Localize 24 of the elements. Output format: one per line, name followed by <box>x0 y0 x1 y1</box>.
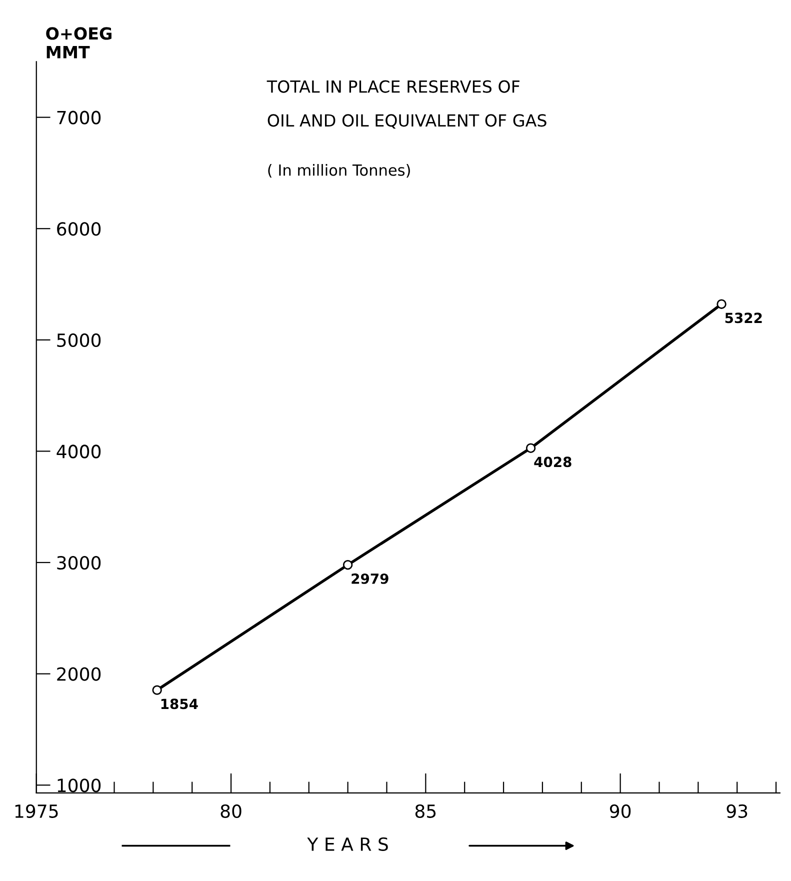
point <box>152 685 162 695</box>
data-label: 5322 <box>725 312 762 324</box>
data-label: 4028 <box>534 456 572 468</box>
point <box>342 560 353 570</box>
x-axis-title: Y E A R S <box>307 837 388 851</box>
x-tick-label: 85 <box>415 804 436 818</box>
chart-title: TOTAL IN PLACE RESERVES OF OIL AND OIL EQUIVALENT OF GAS <box>266 80 546 129</box>
y-tick-label: 5000 <box>57 333 101 348</box>
y-tick-label: 7000 <box>57 110 101 124</box>
y-tick-label: 3000 <box>57 556 101 570</box>
x-tick-label: 93 <box>726 804 748 818</box>
point <box>526 443 536 453</box>
y-tick-label: 6000 <box>57 222 101 236</box>
y-tick-label: 2000 <box>57 667 101 681</box>
text: ( In million Tonnes) <box>268 164 410 178</box>
y-tick-label: 4000 <box>56 444 101 458</box>
data-label: 2979 <box>352 573 388 584</box>
y-axis-title: O+OEG MMT <box>46 27 112 58</box>
x-tick-label: 80 <box>220 804 242 818</box>
data-label: 1854 <box>161 698 198 710</box>
x-tick-label: 1975 <box>15 804 58 818</box>
y-tick-label: 1000 <box>58 778 101 792</box>
point <box>716 299 726 309</box>
x-tick-label: 90 <box>610 804 631 818</box>
